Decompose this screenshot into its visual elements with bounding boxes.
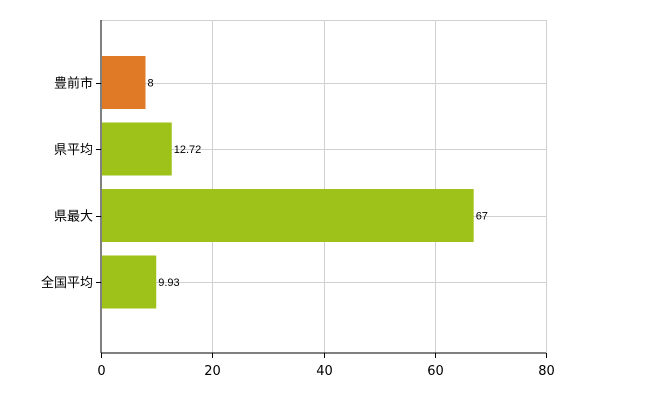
x-tick-label: 20 [204,364,221,379]
x-axis-ticks: 0 20 40 60 80 [97,353,555,379]
x-tick-label: 60 [427,364,444,379]
data-label: 8 [148,78,154,90]
bar [102,189,474,242]
category-label: 県平均 [54,143,93,158]
bars [102,56,474,309]
category-label: 全国平均 [41,275,93,291]
axes [100,20,546,354]
x-tick-label: 40 [316,364,333,379]
category-label: 県最大 [54,210,93,225]
x-tick-label: 80 [538,364,555,379]
grid-lines [101,20,547,353]
data-labels: 8 12.72 67 9.93 [148,78,488,290]
bar [102,255,157,309]
category-label: 豊前市 [54,76,93,92]
bar [102,56,146,109]
x-tick-label: 0 [97,364,105,379]
data-label: 9.93 [158,277,179,289]
data-label: 67 [476,211,488,223]
data-label: 12.72 [174,144,202,156]
bar [102,122,172,176]
